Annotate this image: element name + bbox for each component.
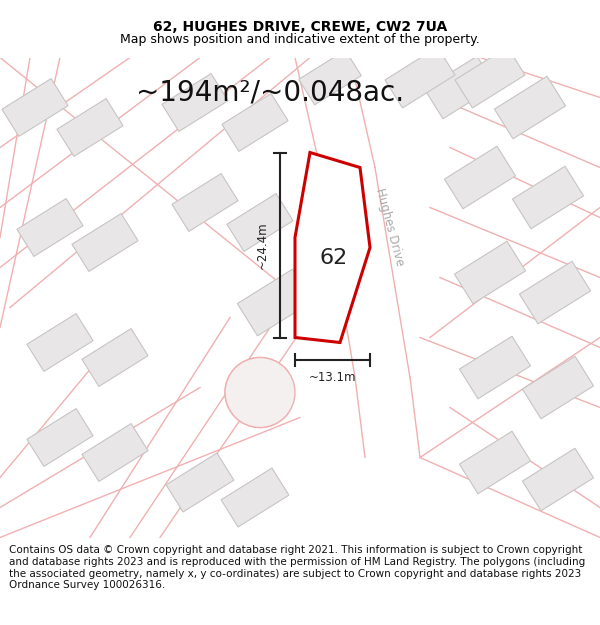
Polygon shape	[82, 424, 148, 481]
Polygon shape	[57, 99, 123, 156]
Text: 62, HUGHES DRIVE, CREWE, CW2 7UA: 62, HUGHES DRIVE, CREWE, CW2 7UA	[153, 20, 447, 34]
Polygon shape	[385, 47, 455, 108]
Text: ~13.1m: ~13.1m	[309, 371, 356, 384]
Polygon shape	[445, 146, 515, 209]
Polygon shape	[72, 214, 138, 271]
Text: ~24.4m: ~24.4m	[256, 221, 269, 269]
Polygon shape	[166, 453, 234, 512]
Polygon shape	[27, 409, 93, 466]
Polygon shape	[455, 47, 525, 108]
Polygon shape	[221, 468, 289, 527]
Polygon shape	[523, 448, 593, 511]
Text: Contains OS data © Crown copyright and database right 2021. This information is : Contains OS data © Crown copyright and d…	[9, 545, 585, 590]
Polygon shape	[454, 241, 526, 304]
Polygon shape	[494, 76, 566, 139]
Polygon shape	[27, 314, 93, 371]
Polygon shape	[520, 261, 590, 324]
Polygon shape	[2, 79, 68, 136]
Polygon shape	[460, 431, 530, 494]
Polygon shape	[295, 152, 370, 342]
Text: Map shows position and indicative extent of the property.: Map shows position and indicative extent…	[120, 34, 480, 46]
Polygon shape	[222, 94, 288, 151]
Polygon shape	[238, 269, 313, 336]
Polygon shape	[299, 50, 361, 105]
Polygon shape	[512, 166, 584, 229]
Polygon shape	[172, 174, 238, 231]
Polygon shape	[17, 199, 83, 256]
Text: 62: 62	[319, 248, 347, 268]
Polygon shape	[424, 56, 496, 119]
Text: Hughes Drive: Hughes Drive	[373, 187, 407, 268]
Circle shape	[225, 357, 295, 428]
Text: ~194m²/~0.048ac.: ~194m²/~0.048ac.	[136, 79, 404, 106]
Polygon shape	[82, 329, 148, 386]
Polygon shape	[162, 74, 228, 131]
Polygon shape	[227, 194, 293, 251]
Polygon shape	[460, 336, 530, 399]
Polygon shape	[523, 356, 593, 419]
